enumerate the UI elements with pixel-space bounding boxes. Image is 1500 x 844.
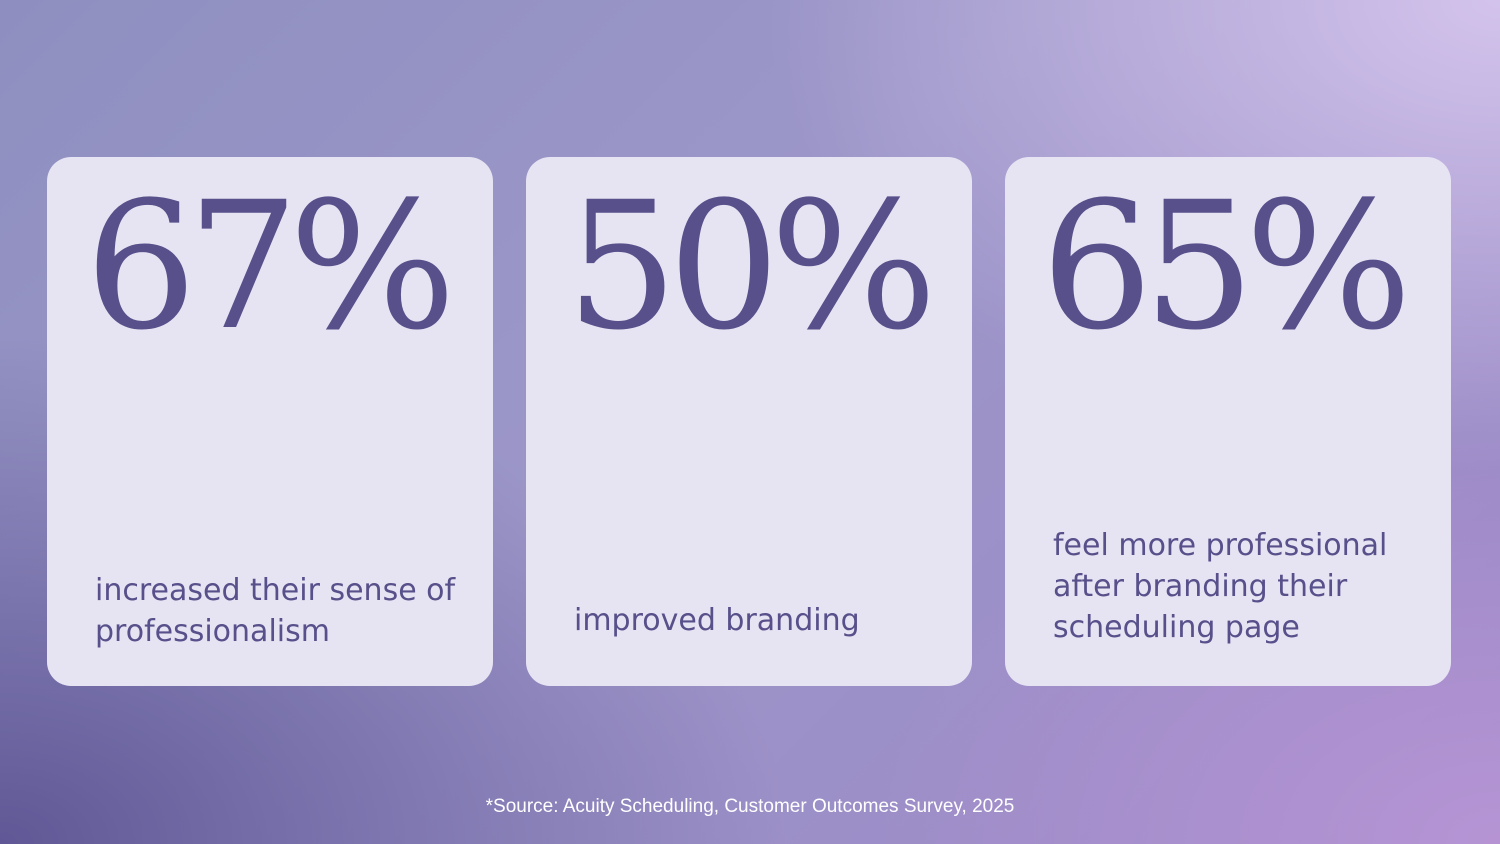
stat-caption: feel more professional after branding th… [1053, 528, 1388, 645]
stat-value: 50% [566, 164, 937, 369]
stat-caption: increased their sense of professionalism [95, 573, 456, 649]
stat-value: 67% [85, 164, 456, 369]
source-footnote: *Source: Acuity Scheduling, Customer Out… [485, 796, 1015, 817]
stat-value: 65% [1041, 164, 1412, 369]
stat-caption: improved branding [574, 603, 860, 638]
stat-card-scheduling-page: 65% feel more professional after brandin… [1005, 157, 1451, 686]
stat-card-branding: 50% improved branding [526, 157, 972, 686]
stat-card-professionalism: 67% increased their sense of professiona… [47, 157, 493, 686]
